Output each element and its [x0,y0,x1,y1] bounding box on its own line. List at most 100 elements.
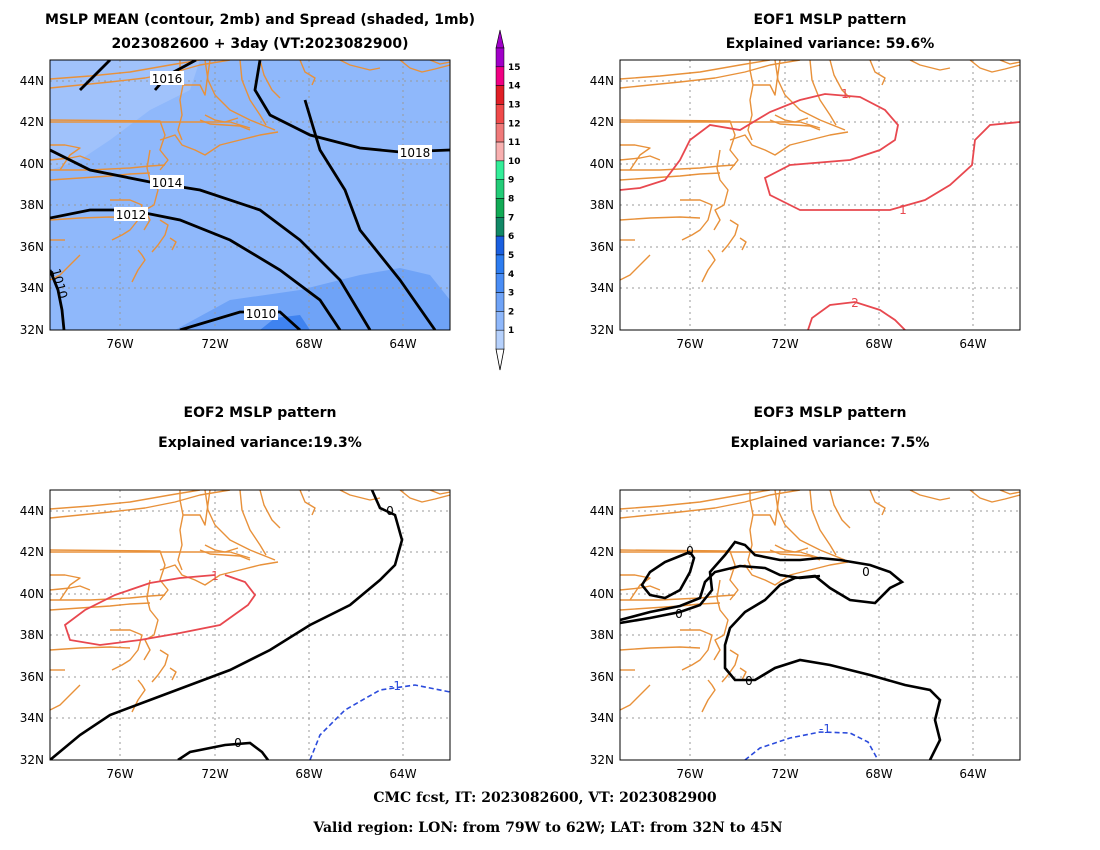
lat-label: 44N [20,74,44,88]
panel-title: EOF2 MSLP pattern [184,405,337,421]
lat-label: 42N [590,115,614,129]
colorbar-swatch [495,198,505,218]
lon-axis-labels: 76W 72W 68W 64W [676,767,986,781]
colorbar-swatch [495,311,505,331]
lon-label: 72W [771,337,798,351]
spread-shading-level-3 [175,268,450,330]
map-frame [49,489,451,761]
contour-label: 1 [899,203,907,217]
lon-label: 68W [295,337,322,351]
lon-label: 64W [959,767,986,781]
contour-label: 1 [841,87,849,101]
contour-labels: 0 1 -1 0 [211,504,401,750]
contour-labels: 0 0 0 0 -1 [675,544,870,736]
eof3-zero-contour-inner-line [620,564,821,622]
eof3-neg-contour-line [744,731,879,760]
contour-1010-west-line [50,269,66,330]
colorbar-label: 10 [508,157,521,167]
lat-label: 44N [590,504,614,518]
lat-label: 40N [20,587,44,601]
panel-subtitle: Explained variance: 59.6% [726,36,935,52]
eof2-contour-1-line [63,574,257,646]
lat-label: 34N [20,281,44,295]
lon-label: 64W [389,767,416,781]
contour-label: -1 [389,679,401,693]
contour-label: 0 [686,544,694,558]
colorbar-label: 5 [508,251,514,261]
lon-axis-labels: 76W 72W 68W 64W [106,767,416,781]
lat-label: 34N [20,711,44,725]
colorbar-label: 14 [508,82,521,92]
contour-1014-line [50,148,372,330]
lat-label: 42N [590,545,614,559]
spread-shading-level-1 [50,60,200,170]
lat-label: 36N [20,670,44,684]
lon-label: 64W [389,337,416,351]
lon-label: 68W [865,337,892,351]
contour-label: 1016 [152,72,183,86]
panel-eof3: EOF3 MSLP pattern Explained variance: 7.… [590,405,1021,781]
lon-label: 72W [771,767,798,781]
panel-subtitle: 2023082600 + 3day (VT:2023082900) [111,36,408,52]
colorbar-swatch [495,254,505,275]
panel-title: EOF1 MSLP pattern [754,12,907,28]
lat-axis-labels: 44N 42N 40N 38N 36N 34N 32N [20,74,44,337]
contour-label: 0 [862,565,870,579]
colorbar-swatch [495,329,505,350]
lat-label: 40N [590,157,614,171]
map-frame [49,59,451,331]
colorbar-label: 3 [508,289,514,299]
colorbar-label: 2 [508,307,514,317]
lat-label: 38N [590,198,614,212]
colorbar-swatch [495,104,505,124]
lat-label: 38N [20,198,44,212]
contour-label: 1 [211,569,219,583]
colorbar-label: 12 [508,119,521,129]
lon-label: 68W [865,767,892,781]
lon-label: 72W [201,337,228,351]
lat-label: 36N [20,240,44,254]
colorbar-bottom-arrow [495,348,505,371]
lat-label: 36N [590,670,614,684]
eof2-zero-contour-line [50,490,404,760]
lat-label: 34N [590,281,614,295]
map-frame [619,489,1021,761]
panel-title: EOF3 MSLP pattern [754,405,907,421]
contour-label: 1018 [400,146,431,160]
footer-valid-region: Valid region: LON: from 79W to 62W; LAT:… [312,820,782,836]
colorbar-swatch [495,66,505,86]
lat-label: 36N [590,240,614,254]
panel-eof1: EOF1 MSLP pattern Explained variance: 59… [590,12,1021,351]
colorbar-swatch [495,141,505,162]
lon-label: 72W [201,767,228,781]
contour-label: 0 [675,607,683,621]
lat-label: 32N [20,753,44,767]
panel-subtitle: Explained variance: 7.5% [731,435,930,451]
panel-title: MSLP MEAN (contour, 2mb) and Spread (sha… [45,12,475,28]
contour-1012-line [50,208,342,330]
lat-label: 44N [20,504,44,518]
contour-label: 0 [386,504,394,518]
lon-label: 76W [676,337,703,351]
contour-labels: 1016 1018 1014 1012 1010 1010 [49,71,432,321]
lon-axis-labels: 76W 72W 68W 64W [106,337,416,351]
eof3-zero-contour-north-line [640,550,696,600]
lon-label: 76W [106,767,133,781]
contour-label: -1 [819,722,831,736]
panel-mslp-mean: MSLP MEAN (contour, 2mb) and Spread (sha… [20,12,475,351]
colorbar-swatch [495,85,505,105]
colorbar-label: 6 [508,232,514,242]
panel-eof2: EOF2 MSLP pattern Explained variance:19.… [20,405,451,781]
lat-axis-labels: 44N 42N 40N 38N 36N 34N 32N [20,504,44,767]
colorbar-swatch [495,47,505,68]
colorbar-label: 11 [508,138,521,148]
footer-forecast-info: CMC fcst, IT: 2023082600, VT: 2023082900 [373,790,716,806]
colorbar-label: 1 [508,326,514,336]
contour-label: 0 [234,736,242,750]
lat-label: 38N [20,628,44,642]
eof1-contour-1-line [620,93,1020,211]
colorbar-label: 4 [508,270,514,280]
colorbar-swatch [495,273,505,293]
eof2-zero-south-line [177,741,270,760]
